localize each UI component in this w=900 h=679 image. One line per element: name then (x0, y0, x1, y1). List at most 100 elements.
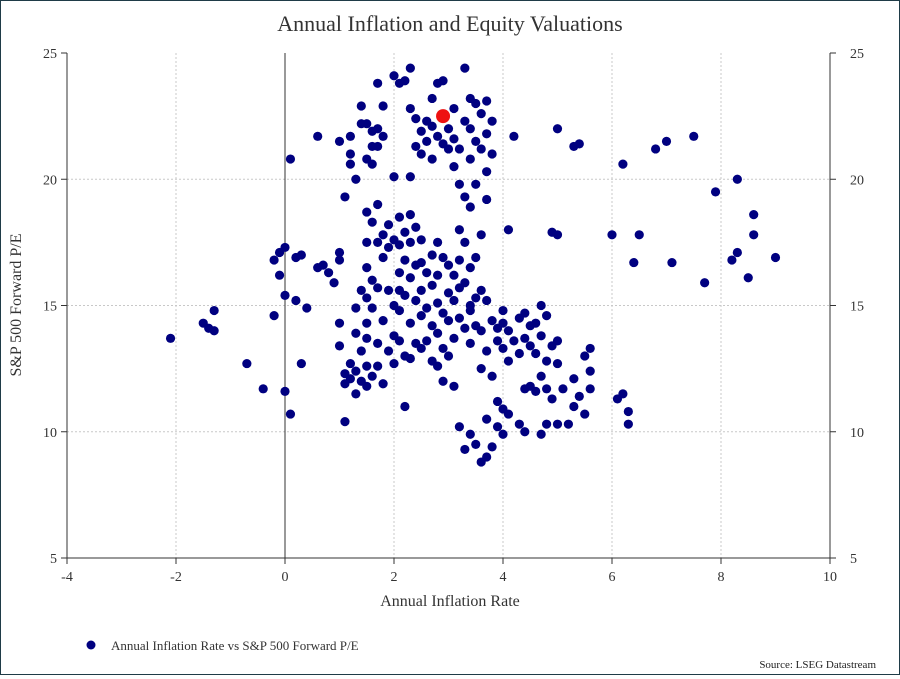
data-point (362, 119, 372, 129)
data-point (438, 76, 448, 86)
data-point (394, 240, 405, 250)
data-point (394, 305, 405, 316)
data-point (427, 250, 437, 260)
data-point (536, 371, 546, 381)
data-point (443, 316, 454, 326)
data-point (487, 149, 497, 159)
data-point (378, 131, 388, 141)
data-point (460, 444, 470, 455)
data-point (449, 333, 459, 343)
y-tick-label-right: 15 (850, 300, 864, 315)
data-point (476, 364, 486, 374)
data-point (449, 381, 459, 391)
data-point (285, 409, 296, 419)
data-point (471, 439, 481, 449)
data-point (411, 222, 421, 232)
data-point (700, 278, 710, 288)
data-point (383, 220, 394, 230)
data-point (296, 358, 306, 369)
data-point (585, 343, 595, 354)
data-point (585, 384, 595, 394)
data-point (416, 149, 426, 159)
data-point (454, 313, 464, 323)
data-point (585, 366, 595, 376)
data-point (514, 348, 524, 359)
data-point (427, 121, 437, 131)
data-point (471, 252, 481, 263)
data-point (520, 308, 530, 318)
y-tick-label-left: 10 (43, 426, 57, 441)
data-point (492, 422, 503, 432)
source-note: Source: LSEG Datastream (759, 659, 876, 671)
data-point (345, 358, 355, 369)
data-point (427, 321, 437, 331)
data-point (329, 278, 339, 288)
data-point (503, 225, 514, 235)
data-point (351, 389, 361, 399)
data-point (749, 210, 759, 220)
data-point (487, 316, 497, 326)
data-point (405, 210, 415, 220)
data-point (334, 341, 345, 351)
data-point (580, 351, 590, 361)
data-point (482, 194, 492, 205)
data-point (498, 318, 508, 328)
data-point (509, 336, 519, 346)
data-point (476, 285, 486, 295)
y-tick-label-right: 5 (850, 552, 857, 567)
data-point (345, 374, 355, 384)
data-point (269, 311, 279, 321)
data-point (492, 336, 503, 346)
legend-marker (86, 640, 96, 650)
data-point (667, 257, 677, 268)
data-point (422, 303, 432, 313)
data-point (476, 144, 486, 154)
data-point (454, 225, 464, 235)
y-tick-label-right: 20 (850, 173, 864, 188)
data-point (373, 237, 383, 247)
data-point (362, 361, 372, 371)
data-point (460, 237, 470, 247)
data-point (373, 338, 383, 348)
data-point (378, 230, 388, 240)
data-point (356, 101, 366, 111)
data-point (514, 419, 524, 429)
data-point (362, 333, 372, 343)
data-point (367, 303, 377, 313)
data-point (351, 366, 361, 376)
data-point (427, 154, 437, 164)
y-tick-label-left: 20 (43, 173, 57, 188)
data-point (405, 63, 415, 73)
data-point (383, 242, 394, 253)
data-point (454, 144, 464, 154)
x-axis-label: Annual Inflation Rate (380, 593, 520, 610)
data-point (482, 346, 492, 356)
data-point (373, 283, 383, 293)
highlight-point (436, 109, 451, 124)
x-tick-label: 0 (282, 570, 289, 585)
data-point (383, 346, 394, 356)
data-point (378, 316, 388, 326)
data-point (394, 268, 405, 278)
data-point (433, 361, 443, 371)
data-point (443, 260, 454, 270)
data-point (438, 252, 448, 263)
data-point (389, 71, 399, 81)
data-point (542, 311, 552, 321)
data-point (400, 227, 410, 237)
data-point (460, 323, 470, 333)
data-point (482, 295, 492, 306)
data-point (438, 343, 448, 354)
data-point (400, 255, 410, 265)
data-point (552, 124, 563, 134)
y-tick-label-left: 15 (43, 300, 57, 315)
data-point (269, 255, 279, 265)
data-point (743, 273, 753, 283)
data-point (334, 255, 345, 265)
data-point (547, 394, 557, 404)
data-point (454, 255, 464, 265)
data-point (378, 252, 388, 263)
data-point (498, 429, 508, 439)
data-point (498, 343, 508, 354)
